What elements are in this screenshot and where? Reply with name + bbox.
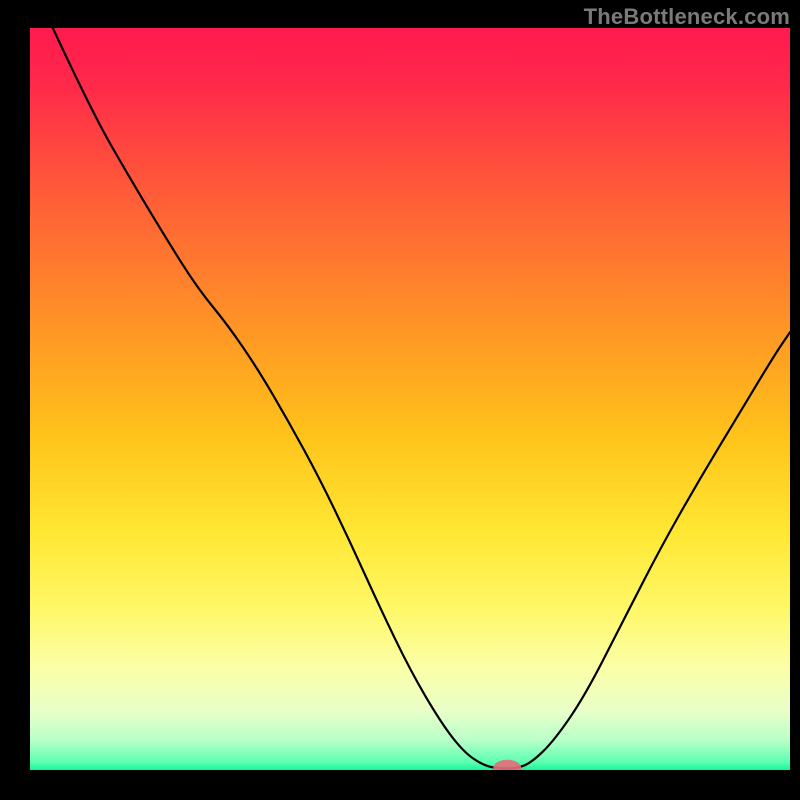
plot-content (30, 28, 790, 776)
frame-bottom (0, 770, 800, 800)
frame-right (790, 0, 800, 800)
chart-stage: TheBottleneck.com (0, 0, 800, 800)
gradient-background (30, 28, 790, 770)
bottleneck-curve-chart (0, 0, 800, 800)
frame-left (0, 0, 30, 800)
watermark-text: TheBottleneck.com (584, 4, 790, 30)
